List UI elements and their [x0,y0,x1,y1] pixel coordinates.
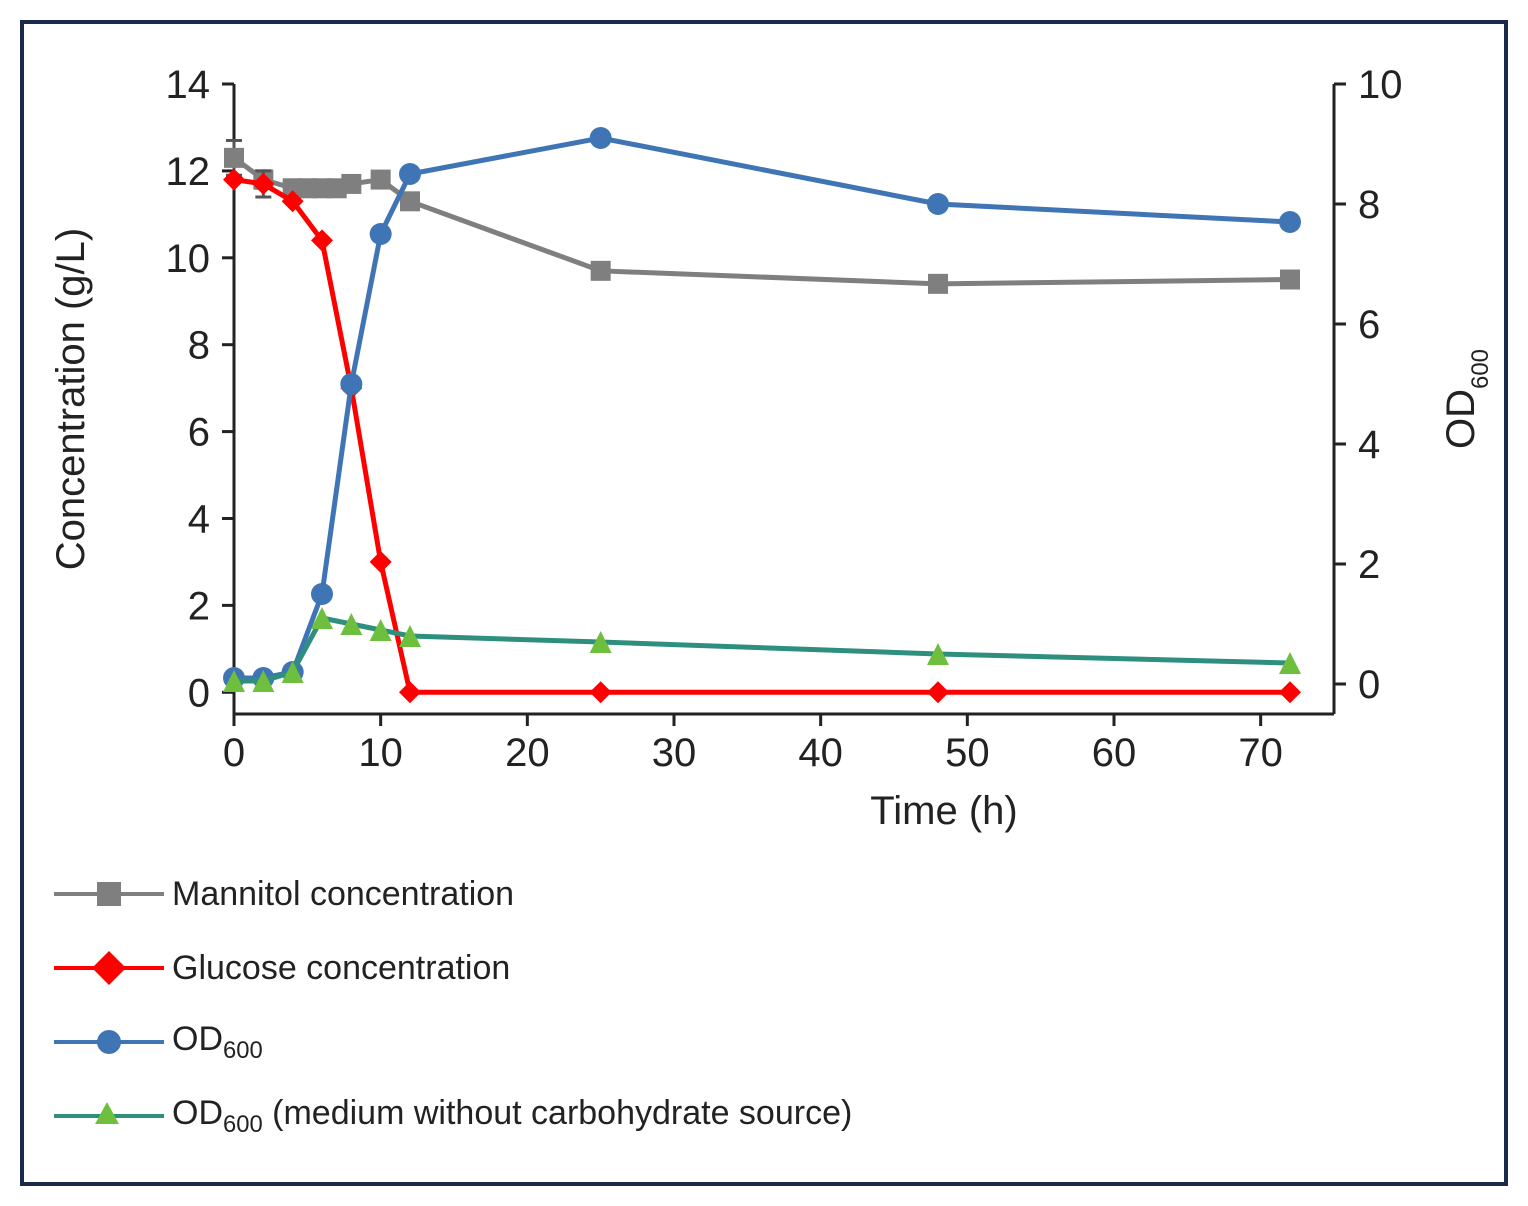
x-tick-label: 20 [505,731,550,775]
series-line-glucose [234,180,1290,693]
legend-swatch-od600-nocarb [54,1096,164,1136]
y-left-tick-label: 0 [188,671,210,715]
marker-od600 [1279,211,1301,233]
x-tick-label: 10 [358,731,403,775]
marker-mannitol [224,148,244,168]
marker-mannitol [371,170,391,190]
marker-mannitol [591,261,611,281]
y-left-tick-label: 8 [188,324,210,368]
y-right-tick-label: 4 [1358,423,1380,467]
y-right-tick-label: 8 [1358,183,1380,227]
x-tick-label: 60 [1092,731,1137,775]
series-line-od600_nocarb [234,618,1290,681]
marker-od600 [340,373,362,395]
legend-swatch-od600 [54,1022,164,1062]
legend-label-od600: OD600 [172,1020,263,1065]
marker-glucose [370,551,392,573]
y-right-tick-label: 0 [1358,663,1380,707]
marker-od600 [590,127,612,149]
marker-od600 [399,163,421,185]
marker-glucose [399,681,421,703]
y-right-tick-label: 6 [1358,303,1380,347]
x-tick-label: 50 [945,731,990,775]
chart-frame: 010203040506070Time (h)02468101214Concen… [20,20,1508,1186]
marker-glucose [590,681,612,703]
legend-label-mannitol: Mannitol concentration [172,875,514,914]
marker-mannitol [1280,270,1300,290]
x-tick-label: 70 [1238,731,1283,775]
marker-mannitol [928,274,948,294]
x-tick-label: 0 [223,731,245,775]
y-left-tick-label: 6 [188,411,210,455]
legend-label-glucose: Glucose concentration [172,949,510,988]
legend-label-od600-nocarb: OD600 (medium without carbohydrate sourc… [172,1094,852,1139]
y-left-tick-label: 4 [188,497,210,541]
y-left-tick-label: 10 [166,237,211,281]
y-right-axis-label: OD600 [1439,349,1494,449]
x-tick-label: 40 [798,731,843,775]
marker-od600 [311,583,333,605]
marker-glucose [1279,681,1301,703]
legend-item-od600: OD600 [54,1022,852,1062]
chart-svg: 010203040506070Time (h)02468101214Concen… [24,64,1504,864]
legend-item-mannitol: Mannitol concentration [54,874,852,914]
y-left-tick-label: 2 [188,584,210,628]
legend-item-glucose: Glucose concentration [54,948,852,988]
series-line-od600 [234,138,1290,678]
y-left-tick-label: 14 [166,64,211,107]
legend-item-od600-nocarb: OD600 (medium without carbohydrate sourc… [54,1096,852,1136]
y-left-tick-label: 12 [166,150,211,194]
series-line-mannitol [234,158,1290,284]
marker-od600 [927,193,949,215]
plot-area: 010203040506070Time (h)02468101214Concen… [24,64,1504,864]
y-right-tick-label: 10 [1358,64,1403,107]
marker-mannitol [341,174,361,194]
y-right-tick-label: 2 [1358,543,1380,587]
marker-mannitol [400,191,420,211]
legend: Mannitol concentration Glucose concentra… [54,874,852,1170]
legend-swatch-mannitol [54,874,164,914]
marker-glucose [927,681,949,703]
x-axis-label: Time (h) [870,789,1017,833]
legend-swatch-glucose [54,948,164,988]
x-tick-label: 30 [652,731,697,775]
y-left-axis-label: Concentration (g/L) [49,228,93,570]
marker-od600 [370,223,392,245]
